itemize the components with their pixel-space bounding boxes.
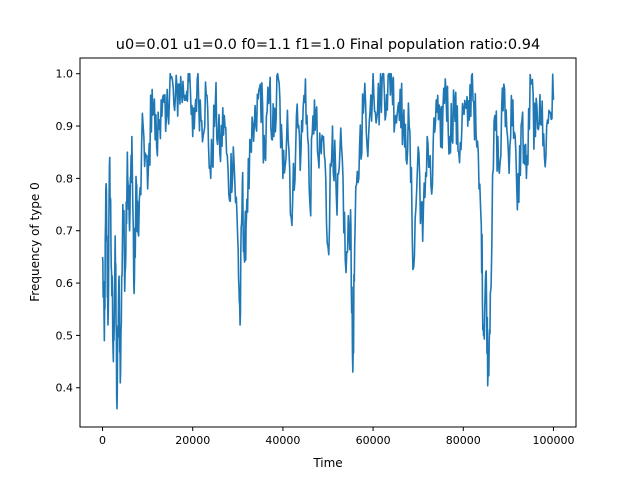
y-tick-label: 0.8 (56, 172, 74, 185)
plot-area (79, 57, 577, 428)
x-tick-label: 0 (99, 434, 106, 447)
y-axis: 0.4 0.5 0.6 0.7 0.8 0.9 1.0 (56, 68, 80, 395)
series-line-frequency (101, 72, 555, 410)
axes-frame (79, 57, 577, 428)
y-tick-label: 0.5 (56, 329, 74, 342)
chart-title: u0=0.01 u1=0.0 f0=1.1 f1=1.0 Final popul… (116, 37, 540, 53)
y-axis-label: Frequency of type 0 (28, 182, 42, 301)
y-tick-label: 0.6 (56, 277, 74, 290)
x-tick-label: 60000 (356, 434, 391, 447)
x-axis: 0 20000 40000 60000 80000 100000 (99, 427, 574, 447)
y-tick-label: 1.0 (56, 68, 74, 81)
y-tick-label: 0.4 (56, 382, 74, 395)
x-tick-label: 80000 (446, 434, 481, 447)
y-tick-label: 0.9 (56, 120, 74, 133)
x-axis-label: Time (312, 456, 342, 470)
x-tick-label: 40000 (265, 434, 300, 447)
x-tick-label: 20000 (175, 434, 210, 447)
x-tick-label: 100000 (532, 434, 574, 447)
y-tick-label: 0.7 (56, 225, 74, 238)
